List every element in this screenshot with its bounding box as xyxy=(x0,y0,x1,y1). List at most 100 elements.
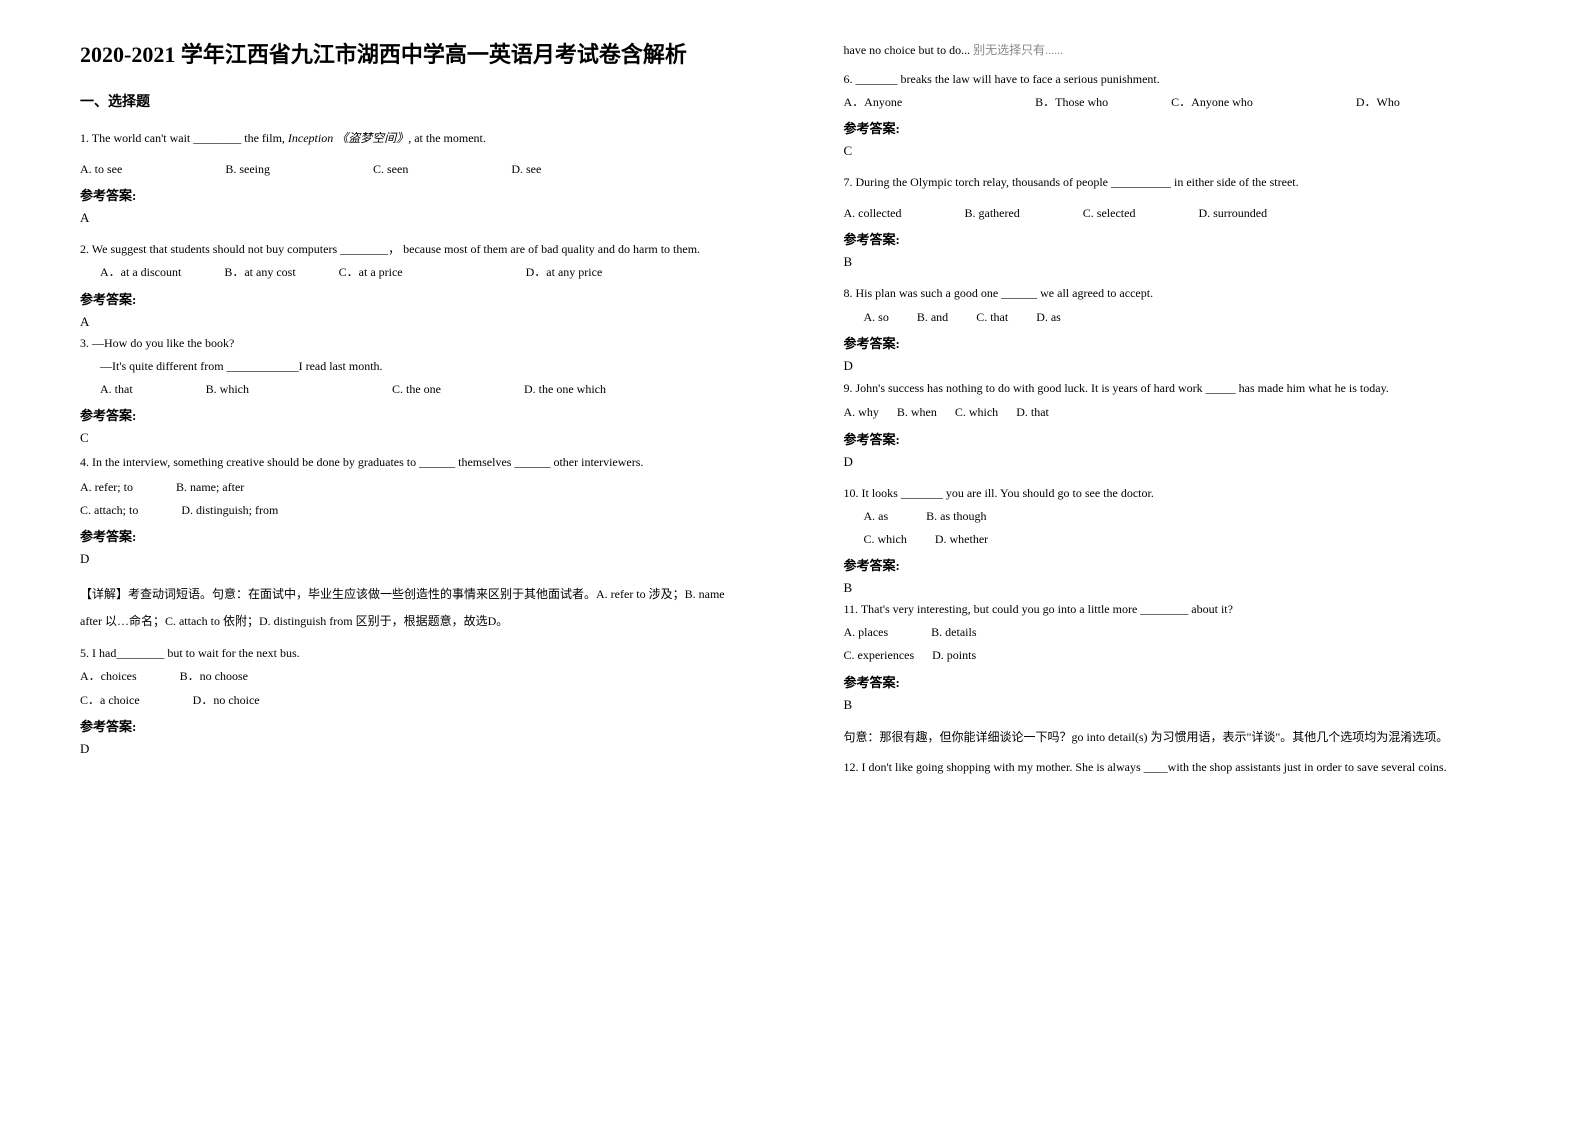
question-6: 6. _______ breaks the law will have to f… xyxy=(844,70,1508,89)
left-column: 2020-2021 学年江西省九江市湖西中学高一英语月考试卷含解析 一、选择题 … xyxy=(30,40,794,1082)
q8-answer-label: 参考答案: xyxy=(844,333,1508,352)
q5-answer: D xyxy=(80,741,744,757)
q1-options: A. to see B. seeing C. seen D. see xyxy=(80,160,744,179)
q7-optD: D. surrounded xyxy=(1198,206,1267,220)
q10-optC: C. which xyxy=(864,530,907,549)
q1-answer: A xyxy=(80,210,744,226)
q7-optB: B. gathered xyxy=(964,204,1019,223)
q7-answer: B xyxy=(844,254,1508,270)
q2-answer-label: 参考答案: xyxy=(80,289,744,308)
q11-explanation: 句意：那很有趣，但你能详细谈论一下吗？go into detail(s) 为习惯… xyxy=(844,727,1508,749)
q9-answer: D xyxy=(844,454,1508,470)
q11-optC: C. experiences xyxy=(844,646,915,665)
q6-options: A．Anyone B．Those who C．Anyone who D．Who xyxy=(844,93,1508,112)
q2-optD: D．at any price xyxy=(526,265,603,279)
q8-optB: B. and xyxy=(917,308,948,327)
q10-options-row1: A. as B. as though xyxy=(844,507,1508,526)
q6-answer-label: 参考答案: xyxy=(844,118,1508,137)
q8-options: A. so B. and C. that D. as xyxy=(844,308,1508,327)
right-column: have no choice but to do... 别无选择只有......… xyxy=(794,40,1558,1082)
q5-explanation: have no choice but to do... 别无选择只有...... xyxy=(844,40,1508,62)
q4-options-row1: A. refer; to B. name; after xyxy=(80,478,744,497)
q8-optA: A. so xyxy=(864,308,889,327)
q1-optD: D. see xyxy=(511,162,541,176)
q9-optC: C. which xyxy=(955,403,998,422)
q3-optD: D. the one which xyxy=(524,382,606,396)
q10-optB: B. as though xyxy=(926,509,986,523)
q11-answer: B xyxy=(844,697,1508,713)
q5-optB: B．no choose xyxy=(180,669,248,683)
q4-optD: D. distinguish; from xyxy=(181,503,278,517)
q11-optD: D. points xyxy=(932,648,976,662)
q11-options-row1: A. places B. details xyxy=(844,623,1508,642)
question-1: 1. The world can't wait ________ the fil… xyxy=(80,129,744,148)
q1-answer-label: 参考答案: xyxy=(80,185,744,204)
question-3-line1: 3. —How do you like the book? xyxy=(80,334,744,353)
q7-options: A. collected B. gathered C. selected D. … xyxy=(844,204,1508,223)
q4-answer-label: 参考答案: xyxy=(80,526,744,545)
question-12: 12. I don't like going shopping with my … xyxy=(844,758,1508,777)
page-title: 2020-2021 学年江西省九江市湖西中学高一英语月考试卷含解析 xyxy=(80,40,744,71)
q9-answer-label: 参考答案: xyxy=(844,429,1508,448)
q7-answer-label: 参考答案: xyxy=(844,229,1508,248)
q4-optB: B. name; after xyxy=(176,480,244,494)
q10-optA: A. as xyxy=(864,507,889,526)
q9-optB: B. when xyxy=(897,403,937,422)
q2-optA: A．at a discount xyxy=(100,263,181,282)
q6-optB: B．Those who xyxy=(1035,93,1108,112)
q9-optA: A. why xyxy=(844,403,879,422)
q10-answer-label: 参考答案: xyxy=(844,555,1508,574)
q7-optC: C. selected xyxy=(1083,204,1136,223)
q10-options-row2: C. which D. whether xyxy=(844,530,1508,549)
q4-optC: C. attach; to xyxy=(80,501,138,520)
q5-options-row1: A．choices B．no choose xyxy=(80,667,744,686)
q3-options: A. that B. which C. the one D. the one w… xyxy=(80,380,744,399)
q11-answer-label: 参考答案: xyxy=(844,672,1508,691)
q8-optD: D. as xyxy=(1036,310,1061,324)
q4-explanation: 【详解】考查动词短语。句意：在面试中，毕业生应该做一些创造性的事情来区别于其他面… xyxy=(80,581,744,634)
q4-optA: A. refer; to xyxy=(80,478,133,497)
q11-optA: A. places xyxy=(844,623,889,642)
q3-answer: C xyxy=(80,430,744,446)
question-11: 11. That's very interesting, but could y… xyxy=(844,600,1508,619)
q1-text: 1. The world can't wait ________ the fil… xyxy=(80,131,288,145)
q9-options: A. why B. when C. which D. that xyxy=(844,403,1508,422)
section-header: 一、选择题 xyxy=(80,91,744,111)
q5-optC: C．a choice xyxy=(80,691,140,710)
q6-optC: C．Anyone who xyxy=(1171,93,1253,112)
q9-optD: D. that xyxy=(1016,405,1049,419)
q3-optC: C. the one xyxy=(392,380,441,399)
q11-optB: B. details xyxy=(931,625,976,639)
question-8: 8. His plan was such a good one ______ w… xyxy=(844,284,1508,303)
q5-options-row2: C．a choice D．no choice xyxy=(80,691,744,710)
q8-answer: D xyxy=(844,358,1508,374)
question-4: 4. In the interview, something creative … xyxy=(80,450,744,474)
q1-italic: Inception 《盗梦空间》 xyxy=(288,131,408,145)
q10-answer: B xyxy=(844,580,1508,596)
q5-answer-label: 参考答案: xyxy=(80,716,744,735)
question-3-line2: —It's quite different from ____________I… xyxy=(80,357,744,376)
q5-optD: D．no choice xyxy=(193,693,260,707)
q3-optA: A. that xyxy=(100,380,133,399)
q2-options: A．at a discount B．at any cost C．at a pri… xyxy=(80,263,744,282)
q3-answer-label: 参考答案: xyxy=(80,405,744,424)
q8-optC: C. that xyxy=(976,308,1008,327)
q1-optC: C. seen xyxy=(373,160,408,179)
question-7: 7. During the Olympic torch relay, thous… xyxy=(844,173,1508,192)
q2-optB: B．at any cost xyxy=(224,263,295,282)
q1-optA: A. to see xyxy=(80,160,122,179)
q1-optB: B. seeing xyxy=(225,160,270,179)
q7-optA: A. collected xyxy=(844,204,902,223)
question-9: 9. John's success has nothing to do with… xyxy=(844,378,1508,400)
q5-optA: A．choices xyxy=(80,667,137,686)
q4-answer: D xyxy=(80,551,744,567)
q2-answer: A xyxy=(80,314,744,330)
question-5: 5. I had________ but to wait for the nex… xyxy=(80,644,744,663)
q2-optC: C．at a price xyxy=(339,263,403,282)
q4-options-row2: C. attach; to D. distinguish; from xyxy=(80,501,744,520)
q3-optB: B. which xyxy=(206,380,249,399)
question-10: 10. It looks _______ you are ill. You sh… xyxy=(844,484,1508,503)
q10-optD: D. whether xyxy=(935,532,988,546)
q1-text2: , at the moment. xyxy=(408,131,486,145)
q6-optA: A．Anyone xyxy=(844,93,903,112)
